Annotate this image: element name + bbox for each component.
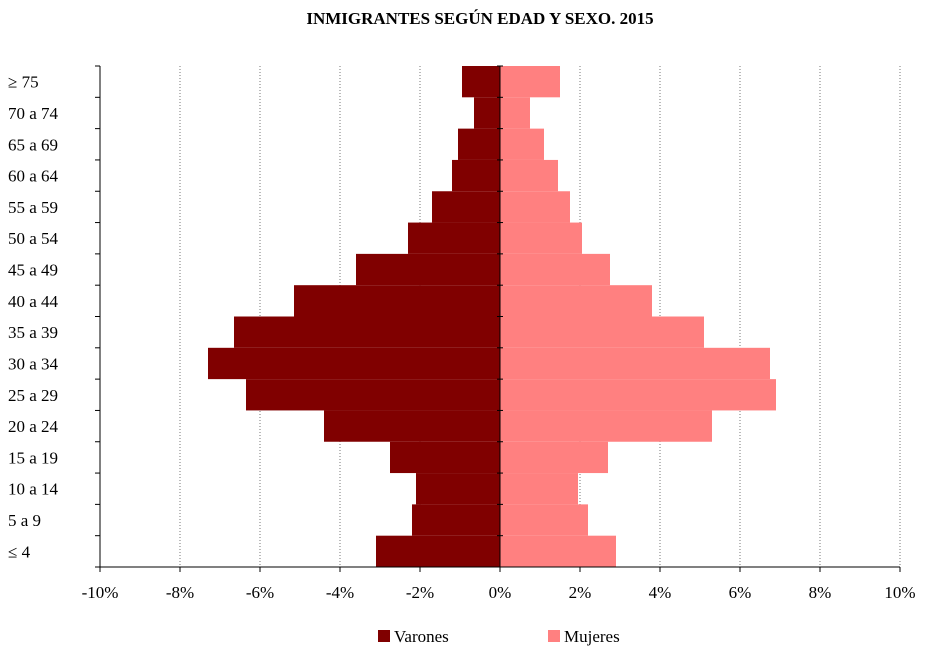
- bars: [208, 66, 776, 567]
- bar-mujeres-9: [500, 253, 610, 286]
- x-tick-label: -2%: [406, 583, 434, 602]
- x-tick-labels: -10% -8% -6% -4% -2% 0% 2% 4% 6% 8% 10%: [82, 583, 916, 602]
- bar-varones-1: [412, 504, 500, 536]
- bar-mujeres-2: [500, 473, 578, 505]
- bar-mujeres-14: [500, 97, 530, 129]
- bar-mujeres-6: [500, 347, 770, 380]
- bar-varones-4: [324, 410, 500, 442]
- bar-mujeres-11: [500, 191, 570, 223]
- x-tick-label: 4%: [649, 583, 672, 602]
- bar-mujeres-10: [500, 222, 582, 254]
- bar-varones-8: [294, 285, 500, 317]
- legend-swatch-varones: [378, 630, 390, 642]
- y-tick-label: 15 a 19: [8, 448, 58, 467]
- y-tick-label: 50 a 54: [8, 229, 59, 248]
- bar-mujeres-4: [500, 410, 712, 442]
- chart-title: INMIGRANTES SEGÚN EDAD Y SEXO. 2015: [306, 9, 653, 28]
- bar-mujeres-1: [500, 504, 588, 536]
- legend: Varones Mujeres: [378, 627, 620, 646]
- bar-mujeres-7: [500, 316, 704, 348]
- bar-varones-12: [452, 159, 500, 192]
- axes: [95, 65, 901, 572]
- y-tick-label: 60 a 64: [8, 167, 59, 186]
- bar-varones-13: [458, 128, 500, 160]
- bar-mujeres-12: [500, 159, 558, 192]
- bar-mujeres-3: [500, 441, 608, 474]
- y-tick-label: ≥ 75: [8, 73, 39, 92]
- x-tick-label: 6%: [729, 583, 752, 602]
- x-tick-label: -10%: [82, 583, 119, 602]
- bar-varones-3: [390, 441, 500, 474]
- y-tick-label: 10 a 14: [8, 480, 59, 499]
- x-tick-label: 0%: [489, 583, 512, 602]
- y-tick-label: 65 a 69: [8, 135, 58, 154]
- y-tick-label: 25 a 29: [8, 386, 58, 405]
- bar-varones-14: [474, 97, 500, 129]
- y-tick-label: 35 a 39: [8, 323, 58, 342]
- y-tick-label: ≤ 4: [8, 542, 31, 561]
- y-tick-label: 40 a 44: [8, 292, 59, 311]
- y-tick-label: 20 a 24: [8, 417, 59, 436]
- x-tick-label: 10%: [884, 583, 915, 602]
- bar-mujeres-8: [500, 285, 652, 317]
- y-tick-label: 55 a 59: [8, 198, 58, 217]
- legend-label-varones: Varones: [394, 627, 449, 646]
- y-tick-labels: ≤ 4 5 a 9 10 a 14 15 a 19 20 a 24 25 a 29 30 a…: [8, 73, 59, 562]
- x-tick-label: -8%: [166, 583, 194, 602]
- bar-varones-10: [408, 222, 500, 254]
- y-tick-label: 30 a 34: [8, 354, 59, 373]
- y-tick-label: 45 a 49: [8, 261, 58, 280]
- bar-mujeres-0: [500, 535, 616, 567]
- bar-varones-9: [356, 253, 500, 286]
- y-tick-label: 5 a 9: [8, 511, 41, 530]
- x-tick-label: -4%: [326, 583, 354, 602]
- legend-label-mujeres: Mujeres: [564, 627, 620, 646]
- legend-swatch-mujeres: [548, 630, 560, 642]
- bar-varones-11: [432, 191, 500, 223]
- x-tick-label: 2%: [569, 583, 592, 602]
- bar-mujeres-15: [500, 66, 560, 98]
- bar-mujeres-5: [500, 379, 776, 411]
- bar-varones-7: [234, 316, 500, 348]
- bar-varones-15: [462, 66, 500, 98]
- y-tick-label: 70 a 74: [8, 104, 59, 123]
- x-tick-label: 8%: [809, 583, 832, 602]
- bar-mujeres-13: [500, 128, 544, 160]
- bar-varones-5: [246, 379, 500, 411]
- bar-varones-0: [376, 535, 500, 567]
- x-tick-label: -6%: [246, 583, 274, 602]
- bar-varones-6: [208, 347, 500, 380]
- bar-varones-2: [416, 473, 500, 505]
